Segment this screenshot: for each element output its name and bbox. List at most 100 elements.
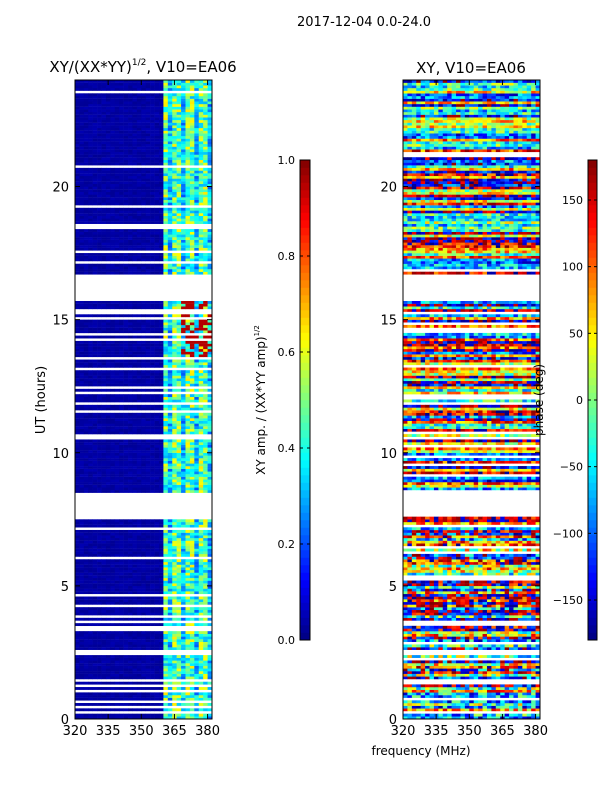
heatmap-cell (79, 215, 85, 219)
heatmap-cell (141, 162, 147, 166)
heatmap-cell (92, 420, 98, 424)
heatmap-cell (163, 324, 169, 328)
heatmap-cell (128, 471, 133, 475)
heatmap-cell (163, 239, 169, 243)
heatmap-cell (132, 354, 138, 358)
heatmap-cell (97, 247, 102, 251)
heatmap-cell (176, 577, 182, 581)
heatmap-cell (181, 577, 186, 581)
heatmap-cell (176, 383, 182, 387)
heatmap-cell (114, 218, 120, 222)
heatmap-cell (154, 213, 160, 216)
heatmap-cell (75, 239, 80, 243)
heatmap-cell (141, 271, 147, 275)
heatmap-cell (110, 482, 116, 485)
heatmap-cell (167, 458, 173, 461)
heatmap-cell (207, 519, 213, 523)
heatmap-cell (92, 242, 98, 246)
heatmap-cell (79, 415, 85, 419)
heatmap-cell (167, 647, 173, 650)
heatmap-cell (141, 335, 147, 339)
heatmap-cell (123, 346, 129, 350)
heatmap-cell (198, 455, 204, 459)
heatmap-cell (101, 372, 107, 376)
heatmap-cell (114, 532, 120, 536)
heatmap-cell (83, 154, 89, 158)
heatmap-cell (150, 644, 155, 648)
heatmap-cell (203, 607, 208, 611)
heatmap-cell (101, 149, 107, 153)
heatmap-cell (123, 663, 129, 666)
heatmap-cell (181, 713, 186, 717)
heatmap-cell (172, 540, 177, 544)
heatmap-cell (75, 596, 80, 600)
heatmap-cell (167, 207, 173, 211)
heatmap-cell (136, 609, 142, 613)
heatmap-cell (185, 460, 191, 464)
heatmap-cell (194, 540, 200, 544)
heatmap-cell (158, 407, 164, 411)
heatmap-cell (92, 639, 98, 642)
heatmap-cell (75, 300, 80, 304)
heatmap-cell (181, 484, 186, 488)
heatmap-cell (181, 303, 186, 307)
heatmap-cell (203, 173, 208, 177)
heatmap-cell (79, 479, 85, 483)
heatmap-cell (158, 253, 164, 256)
heatmap-cell (181, 375, 186, 379)
heatmap-cell (110, 450, 116, 453)
heatmap-cell (194, 327, 200, 331)
heatmap-cell (145, 673, 151, 677)
heatmap-cell (207, 569, 213, 573)
heatmap-cell (198, 466, 204, 469)
heatmap-cell (88, 183, 93, 187)
heatmap-cell (83, 388, 89, 392)
heatmap-cell (185, 601, 191, 605)
heatmap-cell (97, 154, 102, 158)
heatmap-cell (83, 149, 89, 153)
heatmap-cell (128, 149, 133, 153)
heatmap-cell (203, 319, 208, 323)
heatmap-cell (145, 612, 151, 616)
heatmap-cell (145, 463, 151, 467)
heatmap-cell (92, 239, 98, 243)
heatmap-cell (132, 269, 138, 272)
heatmap-cell (167, 364, 173, 368)
heatmap-cell (110, 609, 116, 613)
heatmap-cell (181, 194, 186, 198)
heatmap-cell (163, 569, 169, 573)
heatmap-cell (128, 639, 133, 642)
heatmap-cell (154, 218, 160, 222)
heatmap-cell (207, 151, 213, 155)
heatmap-cell (189, 314, 195, 318)
heatmap-cell (119, 695, 124, 698)
heatmap-cell (128, 375, 133, 379)
heatmap-cell (176, 716, 182, 720)
heatmap-cell (141, 591, 147, 595)
heatmap-cell (136, 535, 142, 539)
heatmap-cell (194, 673, 200, 677)
heatmap-cell (194, 418, 200, 421)
heatmap-cell (132, 197, 138, 201)
heatmap-cell (105, 450, 111, 453)
heatmap-cell (163, 641, 169, 645)
heatmap-cell (119, 673, 124, 677)
heatmap-cell (145, 300, 151, 304)
heatmap-cell (79, 703, 85, 706)
heatmap-cell (97, 322, 102, 326)
heatmap-cell (158, 431, 164, 435)
heatmap-cell (114, 314, 120, 318)
heatmap-cell (105, 245, 111, 248)
heatmap-cell (83, 458, 89, 461)
heatmap-cell (158, 687, 164, 690)
heatmap-cell (132, 348, 138, 352)
heatmap-cell (83, 471, 89, 475)
heatmap-cell (105, 202, 111, 206)
heatmap-cell (203, 655, 208, 658)
heatmap-cell (145, 378, 151, 382)
heatmap-cell (194, 596, 200, 600)
heatmap-cell (88, 189, 93, 193)
heatmap-cell (136, 521, 142, 525)
heatmap-cell (158, 484, 164, 488)
heatmap-cell (101, 553, 107, 557)
